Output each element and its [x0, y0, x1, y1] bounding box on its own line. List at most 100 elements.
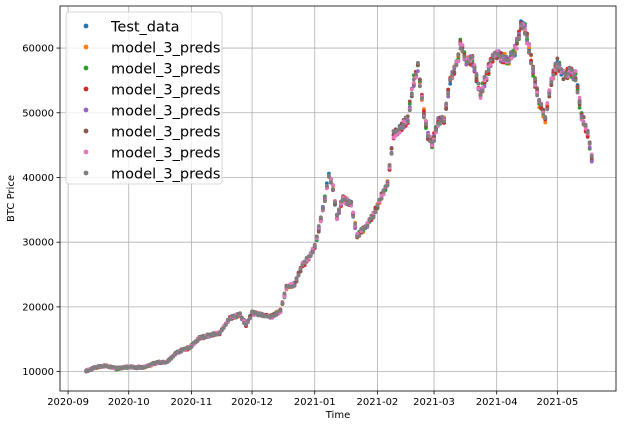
data-point: [387, 163, 392, 168]
data-point: [294, 277, 299, 281]
data-point: [292, 283, 297, 288]
data-point: [545, 107, 550, 112]
x-tick-label: 2021-03: [413, 397, 455, 408]
data-point: [583, 123, 588, 128]
x-tick-label: 2020-09: [47, 397, 89, 408]
data-point: [589, 154, 594, 159]
data-point: [480, 85, 485, 90]
data-point: [381, 192, 386, 197]
data-point: [308, 254, 313, 258]
y-tick-label: 40000: [22, 173, 54, 184]
data-point: [531, 73, 536, 78]
data-point: [343, 197, 347, 202]
data-point: [298, 267, 303, 271]
data-point: [331, 187, 335, 192]
data-point: [488, 62, 493, 67]
x-tick-label: 2021-01: [294, 397, 336, 408]
data-point: [327, 174, 331, 179]
data-point: [389, 151, 394, 156]
legend-box: [65, 11, 223, 185]
data-point: [535, 93, 540, 98]
data-point: [513, 51, 517, 56]
y-axis-label: BTC Price: [6, 175, 17, 222]
data-point: [217, 331, 222, 335]
data-point: [466, 60, 471, 65]
data-point: [519, 22, 523, 27]
data-point: [302, 259, 307, 264]
data-point: [385, 183, 390, 188]
data-point: [531, 66, 536, 71]
data-point: [577, 105, 582, 110]
data-point: [413, 72, 418, 76]
data-point: [221, 326, 226, 331]
data-point: [454, 62, 459, 67]
data-point: [543, 115, 548, 120]
legend-label: model_3_preds: [111, 125, 220, 141]
series-model-3-preds: [84, 22, 594, 373]
data-point: [488, 58, 493, 63]
data-point: [314, 234, 319, 239]
data-point: [333, 200, 337, 205]
data-point: [508, 50, 513, 54]
y-tick-label: 50000: [22, 108, 54, 119]
data-point: [515, 46, 519, 51]
data-point: [371, 215, 376, 220]
data-point: [296, 273, 301, 278]
legend: Test_datamodel_3_predsmodel_3_predsmodel…: [65, 11, 223, 185]
data-point: [575, 84, 580, 89]
data-point: [272, 313, 277, 318]
data-point: [365, 220, 370, 225]
data-point: [357, 234, 362, 238]
data-point: [389, 146, 394, 151]
x-tick-label: 2020-10: [108, 397, 150, 408]
data-point: [541, 107, 546, 112]
plot-frame: [59, 5, 617, 392]
data-point: [420, 96, 424, 101]
data-point: [278, 308, 283, 313]
data-point: [573, 78, 578, 83]
legend-marker: [83, 86, 89, 92]
legend-label: model_3_preds: [111, 62, 220, 78]
data-point: [587, 145, 592, 150]
data-point: [587, 141, 592, 146]
data-point: [456, 59, 461, 63]
data-point: [472, 65, 477, 70]
data-point: [233, 315, 238, 319]
data-point: [480, 88, 485, 93]
data-point: [448, 81, 453, 86]
y-tick-label: 60000: [22, 44, 54, 55]
data-point: [573, 69, 578, 73]
data-point: [527, 50, 531, 55]
data-point: [456, 52, 461, 57]
data-point: [312, 244, 317, 249]
data-point: [472, 63, 477, 67]
data-point: [432, 139, 436, 144]
data-point: [525, 35, 529, 40]
data-point: [240, 315, 244, 320]
data-point: [375, 203, 380, 208]
data-point: [476, 81, 481, 86]
data-point: [399, 126, 404, 131]
legend-label: model_3_preds: [111, 146, 220, 162]
data-point: [577, 100, 582, 105]
data-point: [549, 83, 554, 87]
legend-marker: [83, 44, 89, 50]
data-point: [248, 316, 252, 321]
data-point: [411, 80, 416, 85]
data-point: [349, 201, 354, 206]
data-point: [345, 202, 349, 207]
data-point: [329, 180, 333, 185]
data-point: [551, 75, 556, 80]
data-point: [318, 219, 323, 224]
data-point: [533, 77, 538, 82]
data-point: [470, 54, 475, 59]
data-point: [569, 68, 574, 73]
data-point: [561, 77, 566, 82]
legend-label: model_3_preds: [111, 83, 220, 99]
legend-marker: [83, 107, 89, 113]
x-axis-label: Time: [325, 410, 350, 421]
data-point: [411, 77, 416, 82]
data-point: [571, 74, 576, 78]
data-point: [543, 120, 548, 125]
data-point: [238, 311, 242, 316]
